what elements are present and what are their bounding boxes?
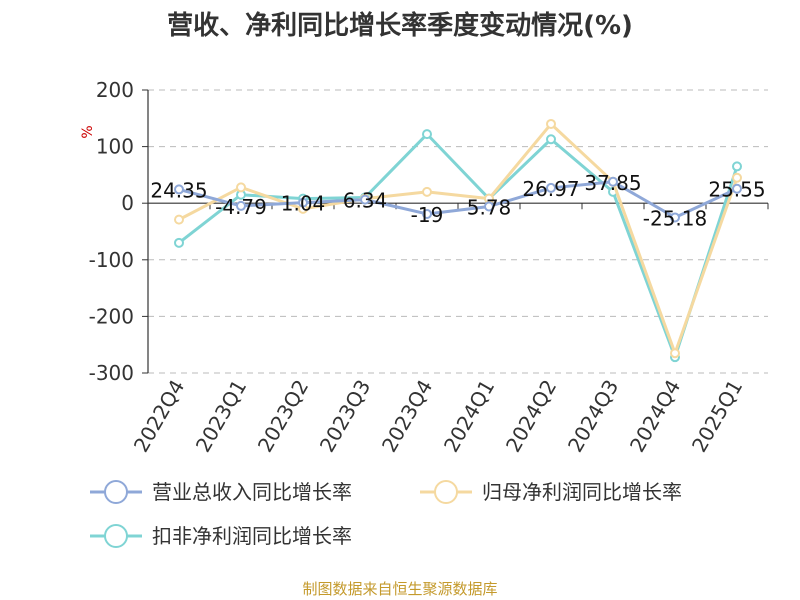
data-point: [422, 129, 432, 140]
y-tick-label: -300: [89, 361, 134, 385]
y-axis-label: %: [80, 125, 96, 138]
y-tick-label: -200: [89, 304, 134, 328]
data-label: 37.85: [584, 171, 641, 195]
y-tick-label: -100: [89, 248, 134, 272]
x-tick-label: 2024Q1: [439, 376, 499, 457]
data-point: [732, 161, 742, 172]
source-note: 制图数据来自恒生聚源数据库: [302, 580, 497, 598]
legend-marker: [104, 480, 128, 504]
data-point: [422, 208, 432, 219]
data-label: 5.78: [467, 195, 512, 219]
data-point: [174, 184, 184, 195]
data-point: [546, 134, 556, 145]
data-label: 24.35: [150, 178, 207, 202]
data-point: [670, 212, 680, 223]
y-tick-label: 100: [96, 135, 134, 159]
series-line: [178, 132, 739, 359]
series-layer: [174, 118, 742, 363]
data-label: 25.55: [708, 178, 765, 202]
legend-item: 营业总收入同比增长率: [90, 480, 352, 504]
legend-label: 扣非净利润同比增长率: [152, 524, 352, 548]
data-point: [422, 186, 432, 197]
data-point: [670, 348, 680, 359]
data-point: [608, 176, 618, 187]
data-label: 26.97: [522, 177, 579, 201]
data-label: 6.34: [343, 189, 388, 213]
data-label: 1.04: [281, 192, 326, 216]
series-line: [178, 122, 739, 355]
x-tick-label: 2024Q2: [501, 376, 561, 457]
x-tick-label: 2024Q4: [625, 376, 685, 457]
data-point: [298, 197, 308, 208]
data-labels: 24.35 -4.79 1.04 6.34 -19 5.78 26.97 37.85-25.1…: [150, 171, 765, 231]
data-point: [484, 201, 494, 212]
data-point: [546, 118, 556, 129]
data-label: -25.18: [643, 206, 707, 230]
data-point: [360, 194, 370, 205]
data-point: [236, 200, 246, 211]
series-group: [174, 118, 742, 359]
x-tick-label: 2023Q1: [191, 376, 251, 457]
y-tick-label: 0: [121, 191, 134, 215]
data-label: -19: [411, 203, 444, 227]
series-line: [178, 180, 738, 219]
x-tick-label: 2022Q4: [129, 376, 189, 457]
data-point: [732, 172, 742, 183]
chart-title: 营收、净利同比增长率季度变动情况(%): [167, 10, 633, 41]
series-group: [174, 176, 742, 223]
y-tick-label: 200: [96, 78, 134, 102]
x-tick-label: 2023Q4: [377, 376, 437, 457]
data-point: [174, 237, 184, 248]
legend-label: 归母净利润同比增长率: [482, 480, 682, 504]
x-tick-label: 2024Q3: [563, 376, 623, 457]
data-point: [236, 182, 246, 193]
data-point: [732, 183, 742, 194]
legend-item: 扣非净利润同比增长率: [90, 524, 352, 548]
legend-label: 营业总收入同比增长率: [152, 480, 352, 504]
grid: [148, 89, 768, 374]
x-tick-label: 2025Q1: [687, 376, 747, 457]
legend-marker: [434, 480, 458, 504]
x-tick-label: 2023Q2: [253, 376, 313, 457]
legend-item: 归母净利润同比增长率: [420, 480, 682, 504]
x-tick-label: 2023Q3: [315, 376, 375, 457]
data-point: [174, 214, 184, 225]
legend-marker: [104, 524, 128, 548]
series-group: [174, 129, 742, 363]
data-label: -4.79: [215, 195, 267, 219]
data-point: [546, 182, 556, 193]
